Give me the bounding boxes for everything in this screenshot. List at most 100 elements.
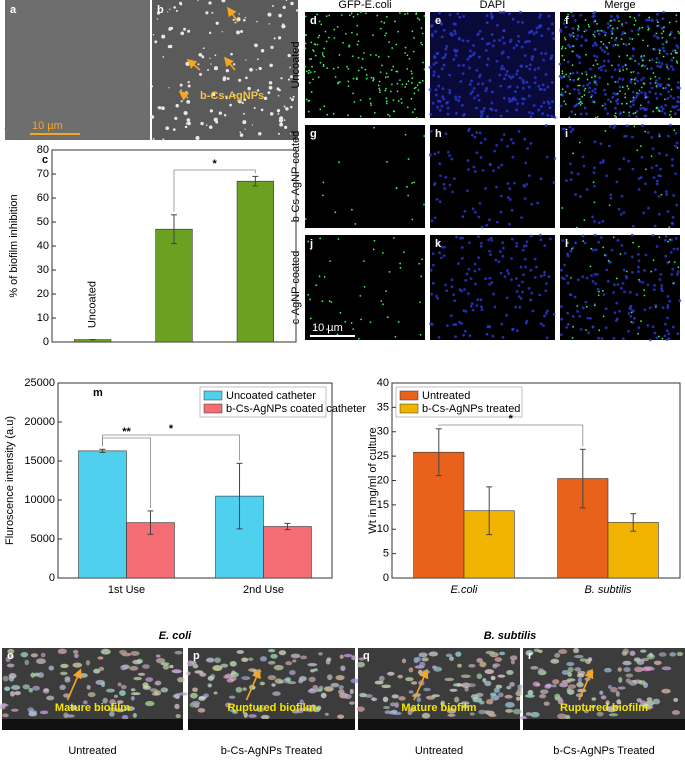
bacterium: [72, 649, 79, 654]
bacterium: [671, 710, 681, 715]
nucleus: [616, 15, 620, 19]
nucleus: [669, 30, 673, 34]
micrograph: [152, 0, 298, 140]
nucleus: [576, 88, 580, 92]
nucleus: [544, 311, 548, 315]
bacterium: [378, 89, 381, 91]
particle: [281, 24, 286, 29]
nucleus: [445, 44, 449, 48]
bacterium: [525, 712, 532, 716]
particle: [110, 74, 112, 76]
nucleus: [459, 80, 463, 83]
nucleus: [616, 102, 620, 105]
particle: [225, 96, 228, 100]
nucleus: [507, 272, 510, 275]
nucleus: [461, 72, 465, 76]
bacterium: [259, 656, 268, 662]
bacterium: [154, 680, 162, 686]
nucleus: [573, 87, 576, 91]
particle: [285, 107, 289, 111]
nucleus: [454, 32, 457, 36]
bacterium: [288, 669, 296, 676]
bacterium: [59, 684, 66, 690]
nucleus: [470, 133, 474, 137]
bacterium: [359, 115, 362, 118]
nucleus: [441, 95, 444, 99]
particle: [242, 112, 245, 115]
nucleus: [488, 79, 492, 82]
bacterium: [578, 102, 580, 105]
nucleus: [631, 103, 635, 107]
legend-label: b-Cs-AgNPs coated catheter: [226, 403, 366, 415]
bacterium: [328, 300, 331, 303]
nucleus: [561, 239, 565, 242]
particle: [221, 0, 226, 3]
y-tick-label: 10000: [24, 494, 55, 506]
bacterium: [668, 84, 670, 87]
particle: [256, 20, 258, 23]
nucleus: [529, 30, 533, 34]
bacterium: [252, 669, 262, 674]
nucleus: [453, 299, 457, 303]
nucleus: [456, 12, 460, 16]
bacterium: [582, 240, 585, 243]
bacterium: [615, 116, 618, 119]
nucleus: [619, 286, 623, 290]
nucleus: [606, 52, 610, 56]
bacterium: [594, 116, 597, 119]
annotation: Ruptured biofilm: [228, 702, 316, 714]
particle: [140, 77, 142, 79]
nucleus: [658, 133, 661, 136]
bacterium: [627, 88, 630, 90]
nucleus: [465, 272, 469, 276]
particle: [4, 128, 6, 130]
nucleus: [678, 299, 682, 303]
particle: [245, 59, 247, 61]
bacterium: [220, 663, 229, 668]
bacterium: [72, 662, 83, 668]
nucleus: [505, 313, 508, 317]
bacterium: [632, 241, 635, 244]
fluorescence-image: [305, 12, 425, 118]
nucleus: [472, 44, 475, 47]
bacterium: [203, 693, 209, 698]
nucleus: [477, 55, 481, 59]
nucleus: [609, 193, 613, 197]
nucleus: [629, 105, 632, 109]
nucleus: [551, 32, 555, 35]
nucleus: [581, 275, 585, 279]
bacterium: [637, 245, 640, 248]
particle: [270, 45, 274, 49]
nucleus: [660, 62, 664, 65]
nucleus: [586, 83, 589, 87]
y-tick-label: 20: [37, 288, 49, 300]
bacterium: [334, 76, 337, 78]
bacterium: [484, 710, 490, 714]
bacterium: [655, 61, 658, 64]
nucleus: [670, 65, 673, 68]
bacterium: [382, 696, 389, 703]
nucleus: [655, 18, 659, 22]
nucleus: [573, 18, 577, 22]
bacterium: [37, 672, 45, 678]
nucleus: [567, 75, 571, 79]
nucleus: [608, 125, 612, 128]
particle: [202, 47, 205, 50]
nucleus: [641, 124, 644, 127]
nucleus: [525, 64, 528, 68]
nucleus: [651, 233, 655, 237]
bacterium: [622, 43, 625, 45]
nucleus: [455, 49, 459, 52]
bacterium: [318, 685, 324, 691]
bacterium: [606, 83, 609, 85]
nucleus: [667, 332, 671, 336]
bacterium: [383, 705, 391, 710]
bacterium: [339, 81, 341, 84]
bacterium: [9, 691, 15, 697]
bacterium: [109, 711, 115, 717]
bacterium: [447, 713, 456, 717]
nucleus: [609, 196, 613, 200]
nucleus: [627, 159, 631, 163]
bacterium: [379, 27, 382, 30]
bacterium: [304, 218, 307, 220]
